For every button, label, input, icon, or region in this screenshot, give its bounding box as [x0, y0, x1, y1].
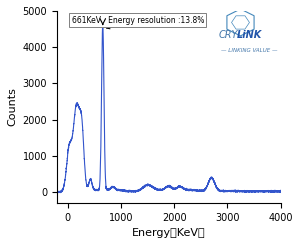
Text: 661KeV   Energy resolution :13.8%: 661KeV Energy resolution :13.8%	[72, 15, 204, 29]
Text: LiNK: LiNK	[237, 30, 262, 40]
Y-axis label: Counts: Counts	[7, 87, 17, 126]
Text: — LINKING VALUE —: — LINKING VALUE —	[221, 48, 278, 53]
X-axis label: Energy（KeV）: Energy（KeV）	[132, 228, 206, 238]
Text: CRY: CRY	[218, 30, 238, 40]
